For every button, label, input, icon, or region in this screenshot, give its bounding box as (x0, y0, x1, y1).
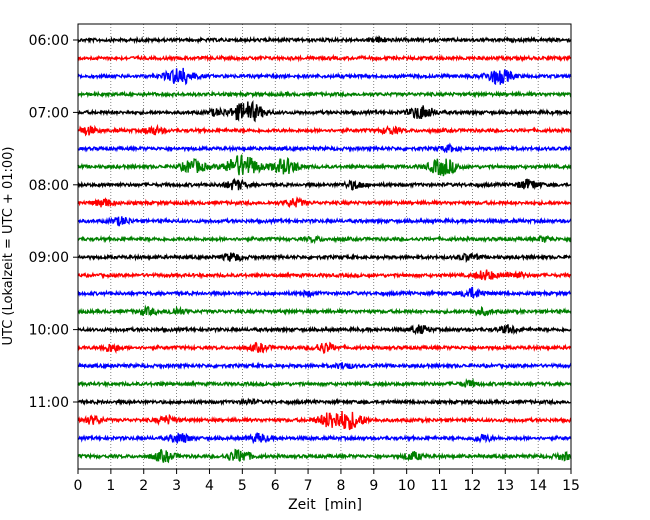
trace-row-1145 (77, 448, 572, 464)
x-tick-label: 6 (271, 478, 280, 494)
y-tick-label: 11:00 (29, 395, 69, 411)
y-tick-label: 08:00 (29, 178, 69, 194)
plot-frame (77, 23, 572, 470)
trace-row-0945 (77, 304, 572, 317)
x-tick-label: 13 (496, 478, 514, 494)
trace-row-0745 (77, 154, 572, 177)
x-tick-label: 12 (463, 478, 481, 494)
x-tick-label: 11 (431, 478, 449, 494)
y-axis-title: UTC (Lokalzeit = UTC + 01:00) (1, 147, 16, 346)
trace-row-0630 (77, 67, 572, 86)
trace-row-0900 (77, 252, 572, 263)
trace-row-0845 (77, 234, 572, 245)
trace-row-0715 (77, 123, 572, 137)
y-axis-ticks: 06:00 07:00 08:00 09:00 10:00 11:00 (29, 33, 78, 411)
trace-row-0800 (77, 177, 572, 191)
trace-row-0600 (77, 35, 572, 45)
y-tick-label: 09:00 (29, 250, 69, 266)
trace-row-0830 (77, 216, 572, 227)
trace-row-1100 (77, 397, 572, 407)
x-tick-label: 7 (304, 478, 313, 494)
trace-row-1030 (77, 361, 572, 371)
trace-row-1000 (77, 324, 572, 336)
trace-row-0615 (77, 53, 572, 63)
y-tick-label: 06:00 (29, 33, 69, 49)
x-axis-title: Zeit [min] (288, 497, 362, 513)
x-tick-label: 0 (74, 478, 83, 494)
x-tick-label: 8 (336, 478, 345, 494)
x-tick-label: 14 (529, 478, 547, 494)
y-tick-label: 10:00 (29, 323, 69, 339)
trace-row-0915 (77, 269, 572, 281)
trace-row-0700 (77, 99, 572, 123)
x-tick-label: 9 (369, 478, 378, 494)
trace-row-1115 (77, 411, 572, 431)
trace-row-0730 (77, 142, 572, 154)
x-tick-label: 15 (562, 478, 580, 494)
trace-row-1130 (77, 432, 572, 445)
grid-lines (110, 24, 539, 469)
x-tick-label: 2 (139, 478, 148, 494)
x-axis-ticks: 0 1 2 3 4 5 6 7 8 9 10 11 12 13 14 15 (74, 469, 580, 494)
trace-row-0645 (77, 89, 572, 99)
x-tick-label: 1 (106, 478, 115, 494)
trace-row-1015 (77, 341, 572, 355)
x-tick-label: 4 (205, 478, 214, 494)
trace-row-1045 (77, 377, 572, 389)
x-tick-label: 10 (398, 478, 416, 494)
y-tick-label: 07:00 (29, 105, 69, 121)
x-tick-label: 3 (172, 478, 181, 494)
x-tick-label: 5 (238, 478, 247, 494)
trace-row-0930 (77, 286, 572, 300)
trace-rows (77, 35, 572, 464)
trace-row-0815 (77, 196, 572, 209)
